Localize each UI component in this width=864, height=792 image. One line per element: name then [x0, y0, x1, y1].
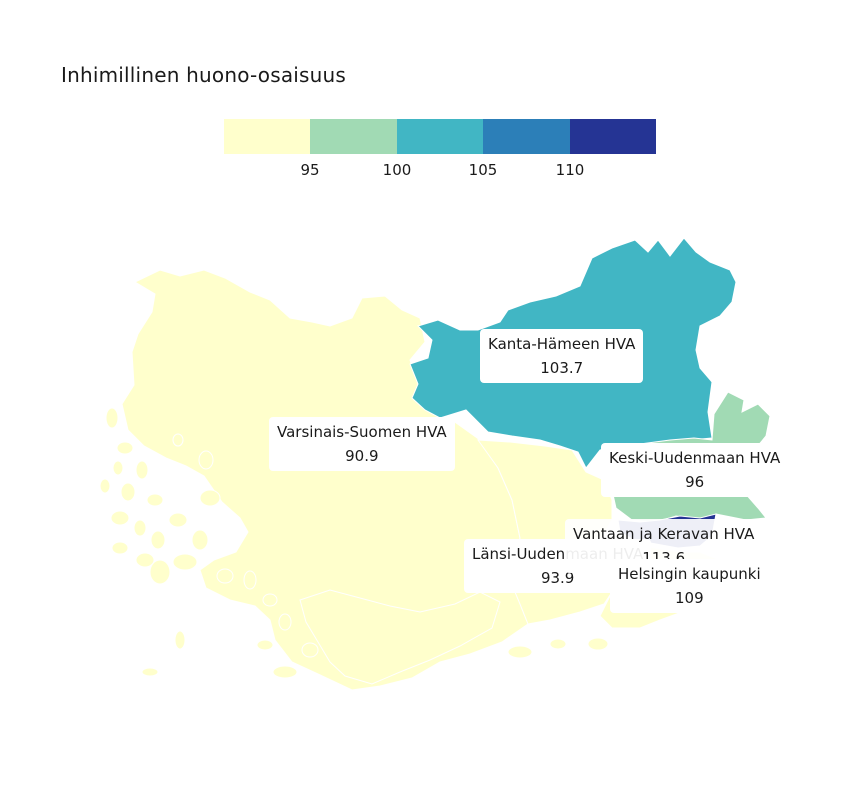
region-value: 93.9: [540, 569, 575, 587]
legend-swatch: [569, 119, 657, 154]
region-label-keski-uusimaa: Keski-Uudenmaan HVA 96: [601, 443, 789, 497]
region-name: Vantaan ja Keravan HVA: [573, 525, 755, 543]
legend-swatch: [224, 119, 311, 154]
region-value: 96: [685, 473, 705, 491]
color-legend: 95 100 105 110: [224, 119, 657, 179]
region-value: 90.9: [345, 447, 379, 465]
legend-swatch: [483, 119, 570, 154]
region-name: Varsinais-Suomen HVA: [277, 423, 447, 441]
chart-title: Inhimillinen huono-osaisuus: [61, 63, 347, 87]
legend-tick-label: 95: [300, 161, 320, 179]
region-name: Keski-Uudenmaan HVA: [609, 449, 781, 467]
region-value: 109: [675, 589, 704, 607]
region-varsinais-suomi[interactable]: [121, 269, 529, 691]
legend-tick-label: 100: [382, 161, 412, 179]
region-label-helsinki: Helsingin kaupunki 109: [610, 559, 769, 613]
archipelago-islands: [99, 407, 609, 679]
legend-tick-label: 105: [468, 161, 498, 179]
legend-tick-label: 110: [555, 161, 585, 179]
region-label-kanta-hame: Kanta-Hämeen HVA 103.7: [480, 329, 644, 383]
legend-swatch: [396, 119, 484, 154]
legend-swatch: [310, 119, 397, 154]
region-value: 103.7: [540, 359, 584, 377]
region-name: Kanta-Hämeen HVA: [488, 335, 636, 353]
region-name: Helsingin kaupunki: [618, 565, 761, 583]
region-varsinais-suomi-south[interactable]: [299, 589, 501, 685]
region-label-varsinais-suomi: Varsinais-Suomen HVA 90.9: [269, 417, 455, 471]
